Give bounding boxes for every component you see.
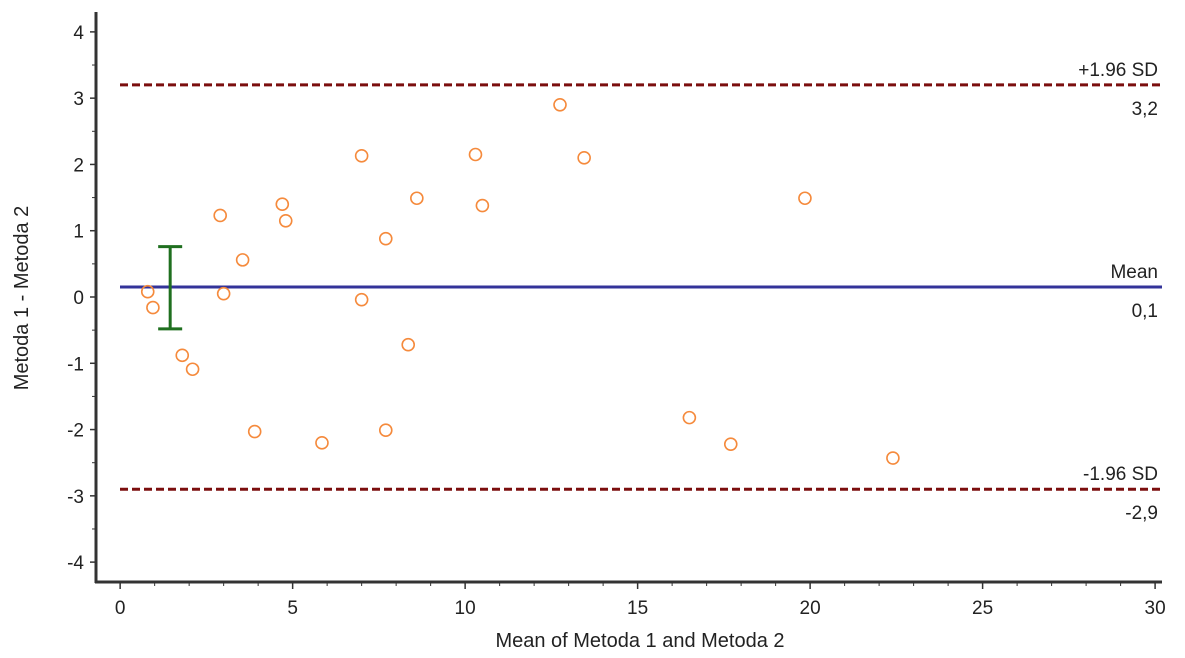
data-point: [235, 253, 250, 267]
data-point: [185, 362, 200, 377]
data-point: [216, 286, 231, 301]
mean-confidence-interval: [158, 245, 183, 331]
y-tick-label: -1: [67, 354, 84, 375]
x-tick-label: 15: [627, 598, 648, 619]
data-point: [175, 348, 190, 363]
y-tick-label: 4: [73, 23, 84, 44]
data-point: [140, 284, 155, 299]
data-point: [682, 410, 697, 425]
data-point: [378, 423, 393, 438]
y-tick-label: -4: [67, 553, 84, 574]
y-tick-label: 2: [73, 155, 84, 176]
x-tick-label: 0: [115, 598, 126, 619]
data-point: [401, 337, 416, 352]
mean-label: Mean: [1110, 262, 1158, 283]
y-tick-label: 0: [73, 288, 84, 309]
y-tick-label: 1: [73, 222, 84, 243]
data-point: [146, 300, 160, 315]
data-point: [410, 191, 424, 206]
y-tick-label: 3: [73, 89, 84, 110]
labels: +1.96 SD 3,2 Mean 0,1 -1.96 SD -2,9: [1078, 60, 1158, 524]
data-point: [553, 97, 567, 112]
data-point: [354, 292, 369, 307]
data-point: [315, 436, 329, 450]
data-point: [886, 451, 900, 465]
lower-limit-label: -1.96 SD: [1083, 464, 1158, 485]
data-point: [354, 149, 369, 163]
data-point: [278, 213, 293, 228]
data-point: [475, 198, 490, 213]
x-tick-label: 10: [455, 598, 476, 619]
y-tick-label: -2: [67, 421, 84, 442]
reference-lines: [120, 83, 1162, 491]
upper-limit-value-label: 3,2: [1132, 99, 1158, 120]
upper-limit-label: +1.96 SD: [1078, 60, 1158, 81]
x-axis-title: Mean of Metoda 1 and Metoda 2: [495, 630, 784, 652]
x-tick-label: 20: [800, 598, 821, 619]
x-tick-label: 30: [1145, 598, 1166, 619]
data-point: [247, 424, 262, 439]
data-point: [378, 231, 393, 246]
data-points: [140, 97, 900, 465]
data-point: [275, 197, 290, 212]
lower-limit-value-label: -2,9: [1125, 503, 1158, 524]
y-axis-title: Metoda 1 - Metoda 2: [11, 206, 33, 391]
y-tick-label: -3: [67, 487, 84, 508]
data-point: [798, 191, 812, 206]
mean-value-label: 0,1: [1132, 301, 1158, 322]
data-point: [723, 437, 738, 451]
x-tick-label: 5: [287, 598, 298, 619]
x-tick-label: 25: [972, 598, 993, 619]
data-point: [577, 151, 591, 165]
data-point: [468, 147, 483, 162]
data-point: [213, 208, 227, 223]
